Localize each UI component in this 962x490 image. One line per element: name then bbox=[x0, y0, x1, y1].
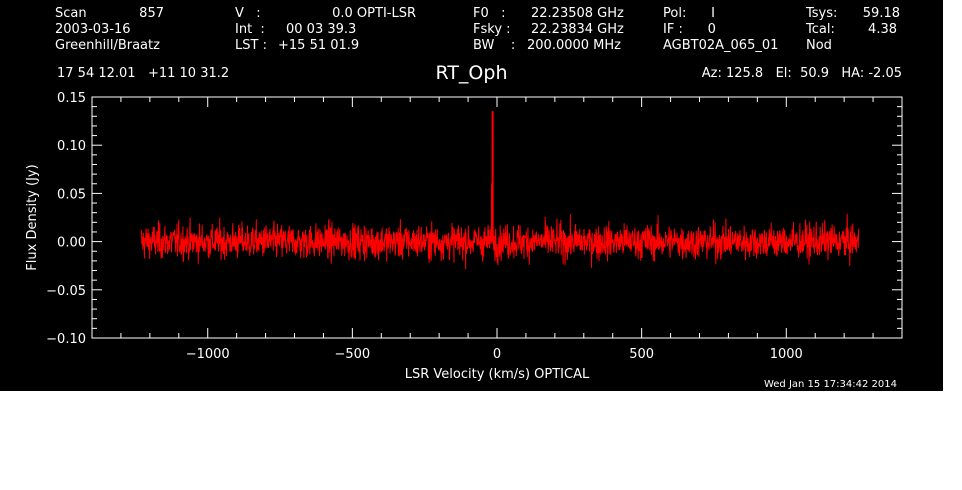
source-coordinates: 17 54 12.01 +11 10 31.2 bbox=[57, 66, 230, 81]
polarization: Pol: I bbox=[663, 6, 715, 21]
integration-value: 00 03 39.3 bbox=[286, 22, 357, 37]
switching-mode: Nod bbox=[806, 38, 832, 53]
x-tick-label: 1000 bbox=[770, 347, 803, 362]
y-tick-label: −0.05 bbox=[46, 284, 86, 299]
x-tick-label: −500 bbox=[334, 347, 370, 362]
y-tick-label: 0.10 bbox=[57, 139, 86, 154]
x-axis-label: LSR Velocity (km/s) OPTICAL bbox=[405, 367, 590, 382]
bandwidth-value: 200.0000 MHz bbox=[527, 38, 621, 53]
y-axis-label: Flux Density (Jy) bbox=[25, 164, 40, 270]
plot-frame bbox=[91, 96, 903, 339]
lst-label: LST : bbox=[235, 38, 267, 53]
render-timestamp: Wed Jan 15 17:34:42 2014 bbox=[763, 379, 897, 390]
az-el-ha: Az: 125.8 El: 50.9 HA: -2.05 bbox=[701, 66, 902, 81]
spectrum-series-line bbox=[140, 110, 860, 270]
tcal-label: Tcal: bbox=[806, 22, 835, 37]
tcal-value: 4.38 bbox=[868, 22, 897, 37]
x-tick-label: 500 bbox=[629, 347, 654, 362]
spectrum-panel: Scan 857 2003-03-16 Greenhill/Braatz V :… bbox=[0, 0, 943, 391]
y-tick-label: 0.00 bbox=[57, 236, 86, 251]
y-tick-label: 0.05 bbox=[57, 187, 86, 202]
y-tick-label: −0.10 bbox=[46, 332, 86, 347]
integration-label: Int : bbox=[235, 22, 265, 37]
tsys-value: 59.18 bbox=[862, 6, 900, 21]
y-tick-label: 0.15 bbox=[57, 91, 86, 106]
bandwidth-label: BW : bbox=[473, 38, 516, 53]
project-id: AGBT02A_065_01 bbox=[663, 38, 779, 53]
observation-date: 2003-03-16 bbox=[55, 22, 131, 37]
x-tick-label: 0 bbox=[493, 347, 501, 362]
if-number: IF : 0 bbox=[663, 22, 716, 37]
tsys-label: Tsys: bbox=[806, 6, 838, 21]
scan-label: Scan bbox=[55, 6, 87, 21]
scan-number: 857 bbox=[139, 6, 164, 21]
sky-frequency-value: 22.23834 GHz bbox=[531, 22, 624, 37]
velocity-label: V : bbox=[235, 6, 261, 21]
rest-frequency-value: 22.23508 GHz bbox=[531, 6, 624, 21]
observers: Greenhill/Braatz bbox=[55, 38, 160, 53]
chart-title: RT_Oph bbox=[435, 62, 508, 84]
sky-frequency-label: Fsky : bbox=[473, 22, 511, 37]
velocity-value: 0.0 OPTI-LSR bbox=[332, 6, 416, 21]
rest-frequency-label: F0 : bbox=[473, 6, 506, 21]
spectrum-chart: −1000 −500 0 500 1000 −0.10 −0.05 0.00 0.05 0.10 0… bbox=[25, 91, 903, 382]
lst-value: +15 51 01.9 bbox=[278, 38, 360, 53]
x-tick-label: −1000 bbox=[186, 347, 230, 362]
